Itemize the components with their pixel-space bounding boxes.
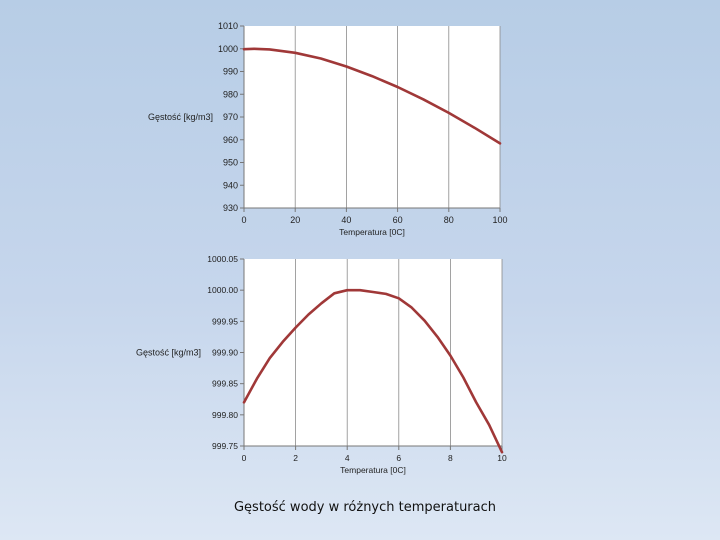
y-tick-label: 990 [223,67,238,77]
x-tick-label: 20 [290,215,300,225]
y-tick-label: 940 [223,180,238,190]
y-tick-label: 960 [223,135,238,145]
density-chart-0-10: 999.75999.80999.85999.90999.951000.00100… [136,254,507,475]
y-axis-title: Gęstość [kg/m3] [148,112,213,122]
y-tick-label: 950 [223,158,238,168]
x-tick-label: 4 [345,453,350,463]
x-axis-title: Temperatura [0C] [339,227,405,237]
x-axis-title: Temperatura [0C] [340,465,406,475]
x-tick-label: 2 [293,453,298,463]
y-tick-label: 999.95 [212,316,238,326]
x-tick-label: 6 [396,453,401,463]
y-tick-label: 999.80 [212,410,238,420]
y-tick-label: 1010 [218,21,238,31]
y-tick-label: 999.75 [212,441,238,451]
x-tick-label: 80 [444,215,454,225]
y-tick-label: 970 [223,112,238,122]
x-tick-label: 0 [242,453,247,463]
y-tick-label: 999.85 [212,379,238,389]
series-line [242,47,502,145]
x-tick-label: 100 [492,215,507,225]
y-tick-label: 980 [223,89,238,99]
plot-area [244,26,500,208]
x-tick-label: 8 [448,453,453,463]
x-tick-label: 0 [241,215,246,225]
y-tick-label: 1000.05 [207,254,238,264]
slide-caption: Gęstość wody w różnych temperaturach [233,500,497,515]
y-axis-title: Gęstość [kg/m3] [136,348,201,358]
y-tick-label: 930 [223,203,238,213]
series-line [242,288,504,454]
density-chart-0-100: 930 940 950 960 970 980 990 1000 1010 0 20 40 60 80 10… [148,21,508,237]
y-tick-label: 1000.00 [207,285,238,295]
y-tick-label: 999.90 [212,348,238,358]
y-tick-label: 1000 [218,44,238,54]
x-tick-label: 40 [341,215,351,225]
x-tick-label: 60 [393,215,403,225]
plot-area [244,259,502,446]
x-tick-label: 10 [497,453,507,463]
